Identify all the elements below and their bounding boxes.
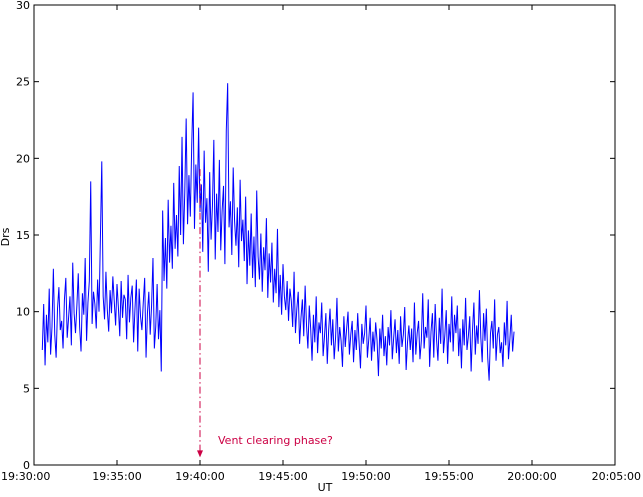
y-axis: 0 5 10 15 20 25 30: [16, 0, 615, 472]
marker-arrowhead: [197, 450, 203, 458]
x-tick-label: 19:45:00: [258, 470, 307, 483]
x-tick-label: 19:50:00: [341, 470, 390, 483]
series-line-0: [41, 83, 515, 381]
vent-clearing-annotation: Vent clearing phase?: [218, 434, 333, 447]
y-tick-label: 5: [23, 382, 30, 395]
y-axis-label: Drs: [0, 227, 12, 246]
x-tick-label: 19:55:00: [424, 470, 473, 483]
x-axis-label: UT: [318, 481, 333, 494]
x-tick-label: 20:05:00: [592, 470, 641, 483]
y-tick-label: 15: [16, 229, 30, 242]
x-tick-label: 19:40:00: [175, 470, 224, 483]
y-tick-label: 10: [16, 306, 30, 319]
x-tick-label: 20:00:00: [507, 470, 556, 483]
x-tick-label: 19:35:00: [92, 470, 141, 483]
y-tick-label: 20: [16, 152, 30, 165]
y-tick-label: 25: [16, 76, 30, 89]
x-tick-label: 19:30:00: [1, 470, 50, 483]
y-tick-label: 0: [23, 459, 30, 472]
y-tick-label: 30: [16, 0, 30, 12]
x-axis: 19:30:00 19:35:00 19:40:00 19:45:00 19:50:00…: [1, 5, 641, 483]
